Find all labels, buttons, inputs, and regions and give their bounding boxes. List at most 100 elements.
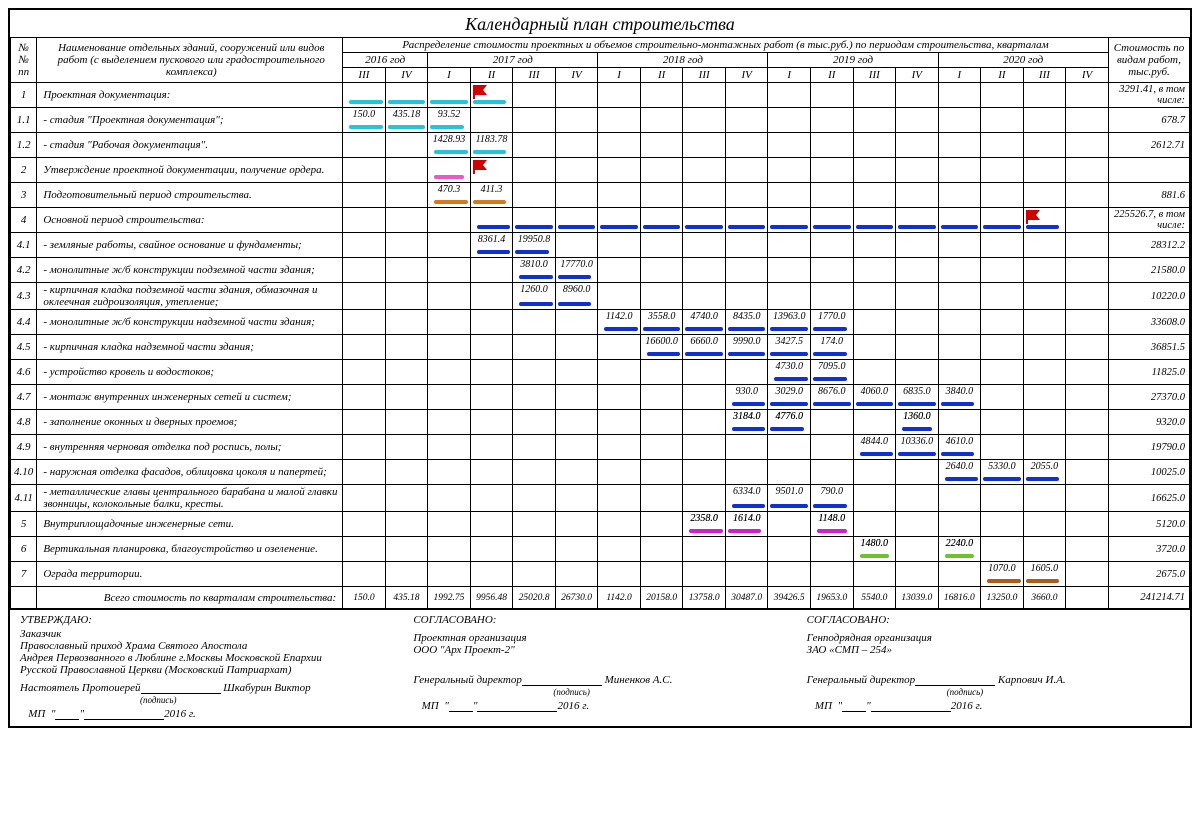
row-num: 7: [11, 562, 37, 587]
quarter-cell: [640, 360, 683, 385]
quarter-header: I: [428, 68, 471, 83]
quarter-cell: 19950.8: [513, 233, 556, 258]
quarter-header: I: [768, 68, 811, 83]
quarter-cell: [385, 183, 428, 208]
quarter-cell: [938, 410, 981, 435]
quarter-cell: [343, 283, 386, 310]
gantt-bar: [813, 225, 851, 229]
row-name: - стадия "Рабочая документация".: [37, 133, 343, 158]
quarter-cell: [513, 335, 556, 360]
quarter-cell: [385, 83, 428, 108]
bar-value: 1142.0: [598, 311, 640, 322]
bar-value: 9990.0: [726, 336, 768, 347]
quarter-cell: [896, 258, 939, 283]
quarter-cell: [853, 83, 896, 108]
table-row: 1Проектная документация:3291.41, в том ч…: [11, 83, 1190, 108]
quarter-cell: [981, 108, 1024, 133]
bar-value: 435.18: [386, 109, 428, 120]
quarter-total: 150.0: [343, 587, 386, 609]
quarter-cell: [470, 410, 513, 435]
quarter-cell: [598, 208, 641, 233]
table-row: 4Основной период строительства:225526.7,…: [11, 208, 1190, 233]
bar-value: 1605.0: [1024, 563, 1066, 574]
sig-col-2: СОГЛАСОВАНО: Проектная организация ООО "…: [403, 610, 796, 726]
quarter-cell: 470.3: [428, 183, 471, 208]
quarter-cell: [513, 385, 556, 410]
bar-value: 930.0: [726, 386, 768, 397]
quarter-cell: [853, 283, 896, 310]
quarter-cell: [768, 208, 811, 233]
quarter-cell: 93.52: [428, 108, 471, 133]
totals-row: Всего стоимость по кварталам строительст…: [11, 587, 1190, 609]
quarter-cell: [343, 460, 386, 485]
bar-value: 1260.0: [513, 284, 555, 295]
row-cost: 3291.41, в том числе:: [1108, 83, 1189, 108]
quarter-cell: [343, 385, 386, 410]
quarter-cell: [938, 208, 981, 233]
row-name: Вертикальная планировка, благоустройство…: [37, 537, 343, 562]
row-cost: 28312.2: [1108, 233, 1189, 258]
row-name: - внутренняя черновая отделка под роспис…: [37, 435, 343, 460]
row-num: 4.9: [11, 435, 37, 460]
gantt-bar: [770, 225, 808, 229]
quarter-cell: [343, 435, 386, 460]
quarter-total: 435.18: [385, 587, 428, 609]
quarter-header: II: [470, 68, 513, 83]
quarter-cell: [768, 512, 811, 537]
gantt-bar: [349, 100, 383, 104]
quarter-cell: 1480.01480.0: [853, 537, 896, 562]
quarter-cell: [811, 435, 854, 460]
quarter-cell: [428, 562, 471, 587]
quarter-total: 20158.0: [640, 587, 683, 609]
quarter-cell: [1066, 562, 1109, 587]
gantt-bar: [813, 402, 851, 406]
quarter-cell: [1066, 410, 1109, 435]
quarter-cell: [981, 385, 1024, 410]
table-row: 4.5- кирпичная кладка надземной части зд…: [11, 335, 1190, 360]
agree-label-1: СОГЛАСОВАНО:: [413, 614, 786, 626]
sig-col-1: УТВЕРЖДАЮ: ЗаказчикПравославный приход Х…: [10, 610, 403, 726]
quarter-cell: [981, 83, 1024, 108]
quarter-cell: 790.0: [811, 485, 854, 512]
quarter-cell: [470, 208, 513, 233]
quarter-cell: [725, 108, 768, 133]
quarter-total: 13039.0: [896, 587, 939, 609]
quarter-cell: 1360.01360.0: [896, 410, 939, 435]
quarter-cell: 4776.04776.0: [768, 410, 811, 435]
quarter-cell: [343, 562, 386, 587]
gantt-bar: [860, 554, 890, 558]
row-name: - монтаж внутренних инженерных сетей и с…: [37, 385, 343, 410]
quarter-cell: [385, 310, 428, 335]
quarter-cell: [938, 283, 981, 310]
quarter-cell: [555, 335, 598, 360]
quarter-cell: [428, 410, 471, 435]
gantt-bar: [558, 225, 596, 229]
table-row: 4.2- монолитные ж/б конструкции подземно…: [11, 258, 1190, 283]
quarter-cell: [853, 562, 896, 587]
quarter-cell: [343, 83, 386, 108]
quarter-cell: [981, 335, 1024, 360]
bar-value: 470.3: [428, 184, 470, 195]
quarter-cell: [640, 385, 683, 410]
quarter-cell: [428, 512, 471, 537]
quarter-cell: [513, 537, 556, 562]
quarter-cell: [343, 258, 386, 283]
quarter-header: IV: [385, 68, 428, 83]
quarter-cell: [428, 360, 471, 385]
quarter-cell: [343, 485, 386, 512]
quarter-cell: [981, 258, 1024, 283]
col-name-header: Наименование отдельных зданий, сооружени…: [37, 38, 343, 83]
gantt-bar: [898, 225, 936, 229]
gantt-bar: [732, 427, 766, 431]
bar-value: 6835.0: [896, 386, 938, 397]
quarter-cell: [725, 283, 768, 310]
gantt-bar: [604, 327, 638, 331]
table-row: 3Подготовительный период строительства.4…: [11, 183, 1190, 208]
quarter-cell: [938, 562, 981, 587]
quarter-cell: [470, 562, 513, 587]
quarter-cell: [470, 335, 513, 360]
col-cost-header: Стоимость по видам работ, тыс.руб.: [1108, 38, 1189, 83]
quarter-cell: [768, 537, 811, 562]
quarter-cell: [1066, 233, 1109, 258]
quarter-cell: [981, 233, 1024, 258]
